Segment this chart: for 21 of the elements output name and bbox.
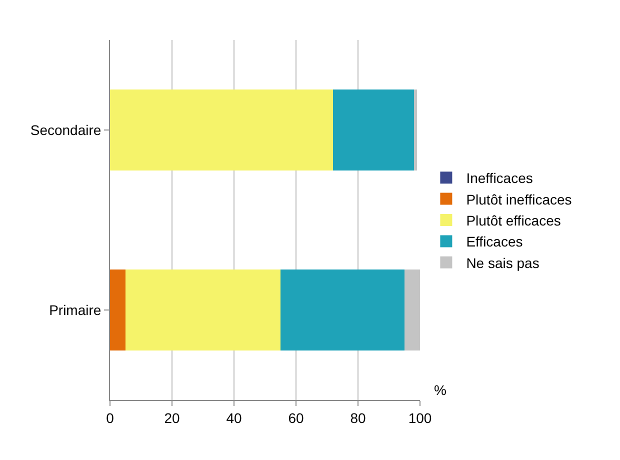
legend-label: Plutôt efficaces (466, 212, 561, 228)
bar (414, 90, 417, 170)
x-tick-label: 20 (164, 410, 180, 426)
bar (110, 90, 334, 170)
y-tick-label: Secondaire (30, 122, 102, 138)
x-tick-label: 0 (106, 410, 114, 426)
bar (333, 90, 414, 170)
bar (280, 270, 404, 350)
x-tick-label: 80 (350, 410, 366, 426)
legend-label: Plutôt inefficaces (466, 191, 572, 208)
bar (404, 270, 420, 350)
x-tick-label: 60 (288, 410, 304, 426)
legend-label: Efficaces (466, 234, 523, 250)
legend-label: Ne sais pas (466, 254, 540, 271)
legend-label: Inefficaces (466, 170, 533, 186)
x-axis-title: % (434, 382, 446, 398)
x-tick-label: 40 (226, 410, 242, 426)
bar (110, 270, 126, 350)
bar (126, 270, 280, 350)
y-tick-label: Primaire (49, 302, 102, 318)
x-tick-label: 100 (408, 410, 432, 426)
